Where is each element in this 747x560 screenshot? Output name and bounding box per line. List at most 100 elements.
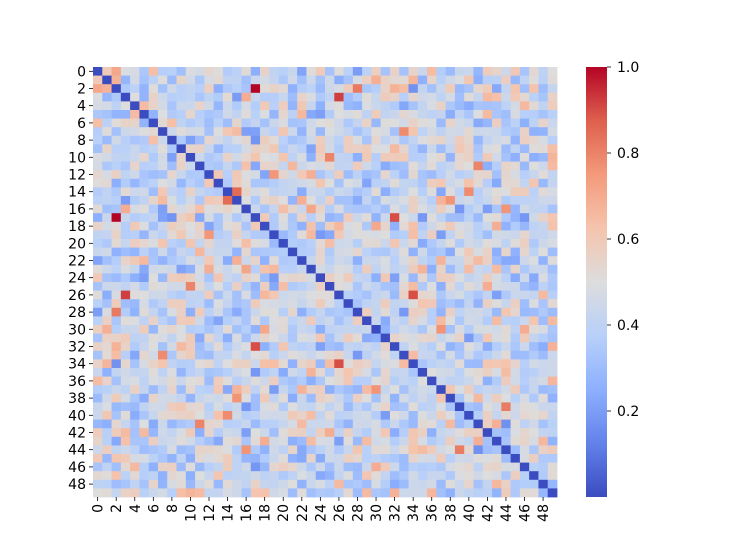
heatmap-cell xyxy=(325,239,335,248)
heatmap-cell xyxy=(464,135,474,145)
heatmap-cell xyxy=(250,239,261,248)
heatmap-cell xyxy=(464,402,474,412)
heatmap-cell xyxy=(139,454,150,463)
heatmap-cell xyxy=(315,307,326,317)
heatmap-cell xyxy=(380,342,391,352)
heatmap-cell xyxy=(473,488,484,498)
heatmap-cell xyxy=(241,118,252,128)
heatmap-cell xyxy=(482,101,493,111)
heatmap-cell xyxy=(260,247,270,257)
heatmap-cell xyxy=(352,462,363,472)
heatmap-cell xyxy=(454,290,465,300)
heatmap-cell xyxy=(232,350,242,360)
heatmap-cell xyxy=(278,282,289,291)
heatmap-cell xyxy=(130,290,140,300)
heatmap-cell xyxy=(427,479,437,489)
heatmap-cell xyxy=(241,204,252,214)
heatmap-cell xyxy=(111,170,122,180)
heatmap-cell xyxy=(222,342,233,352)
heatmap-cell xyxy=(130,445,140,455)
heatmap-cell xyxy=(250,204,261,214)
heatmap-cell xyxy=(529,230,539,240)
heatmap-cell xyxy=(111,411,122,420)
heatmap-cell xyxy=(492,135,502,145)
heatmap-cell xyxy=(436,385,447,395)
heatmap-cell xyxy=(148,92,159,102)
heatmap-cell xyxy=(380,462,391,472)
heatmap-cell xyxy=(269,419,279,429)
heatmap-cell xyxy=(473,411,484,420)
heatmap-cell xyxy=(389,170,400,180)
heatmap-cell xyxy=(399,307,409,317)
heatmap-cell xyxy=(315,239,326,248)
heatmap-cell xyxy=(315,411,326,420)
heatmap-cell xyxy=(130,75,140,85)
heatmap-cell xyxy=(529,144,539,154)
heatmap-cell xyxy=(529,488,539,498)
heatmap-cell xyxy=(371,342,382,352)
y-tick-label: 18 xyxy=(68,219,86,235)
heatmap-cell xyxy=(492,385,502,395)
heatmap-cell xyxy=(222,75,233,85)
y-tick-label: 10 xyxy=(68,150,86,166)
heatmap-cell xyxy=(482,239,493,248)
heatmap-cell xyxy=(417,342,428,352)
heatmap-cell xyxy=(195,385,205,395)
heatmap-cell xyxy=(482,471,493,481)
heatmap-cell xyxy=(315,256,326,266)
heatmap-cell xyxy=(427,110,437,119)
heatmap-cell xyxy=(204,161,215,171)
heatmap-cell xyxy=(111,273,122,283)
heatmap-cell xyxy=(315,135,326,145)
heatmap-cell xyxy=(157,402,168,412)
heatmap-cell xyxy=(185,153,196,162)
heatmap-cell xyxy=(176,445,187,455)
heatmap-cell xyxy=(195,436,205,446)
heatmap-cell xyxy=(213,282,224,291)
heatmap-cell xyxy=(417,376,428,386)
heatmap-cell xyxy=(185,92,196,102)
heatmap-cell xyxy=(93,385,103,395)
heatmap-cell xyxy=(260,471,270,481)
heatmap-cell xyxy=(380,256,391,266)
heatmap-cell xyxy=(287,230,298,240)
heatmap-cell xyxy=(297,471,307,481)
heatmap-cell xyxy=(334,282,344,291)
heatmap-cell xyxy=(185,221,196,231)
heatmap-cell xyxy=(93,299,103,309)
heatmap-cell xyxy=(482,204,493,214)
heatmap-cell xyxy=(473,213,484,223)
heatmap-cell xyxy=(408,368,419,377)
heatmap-cell xyxy=(547,135,558,145)
heatmap-cell xyxy=(371,204,382,214)
heatmap-cell xyxy=(510,178,521,188)
heatmap-cell xyxy=(130,153,140,162)
heatmap-cell xyxy=(427,342,437,352)
heatmap-cell xyxy=(306,445,317,455)
heatmap-cell xyxy=(454,282,465,291)
heatmap-cell xyxy=(399,471,409,481)
heatmap-cell xyxy=(529,411,539,420)
heatmap-cell xyxy=(371,290,382,300)
heatmap-cell xyxy=(167,213,177,223)
heatmap-cell xyxy=(269,436,279,446)
heatmap-cell xyxy=(371,376,382,386)
heatmap-cell xyxy=(454,84,465,94)
heatmap-cell xyxy=(408,239,419,248)
heatmap-cell xyxy=(297,325,307,334)
heatmap-cell xyxy=(195,127,205,137)
heatmap-cell xyxy=(492,187,502,197)
heatmap-cell xyxy=(315,445,326,455)
heatmap-cell xyxy=(241,299,252,309)
heatmap-cell xyxy=(417,67,428,76)
heatmap-cell xyxy=(222,273,233,283)
heatmap-cell xyxy=(297,411,307,420)
heatmap-cell xyxy=(408,221,419,231)
heatmap-cell xyxy=(297,118,307,128)
heatmap-cell xyxy=(519,471,530,481)
heatmap-cell xyxy=(111,436,122,446)
heatmap-cell xyxy=(529,204,539,214)
heatmap-cell xyxy=(454,342,465,352)
heatmap-cell xyxy=(362,84,372,94)
heatmap-cell xyxy=(547,368,558,377)
